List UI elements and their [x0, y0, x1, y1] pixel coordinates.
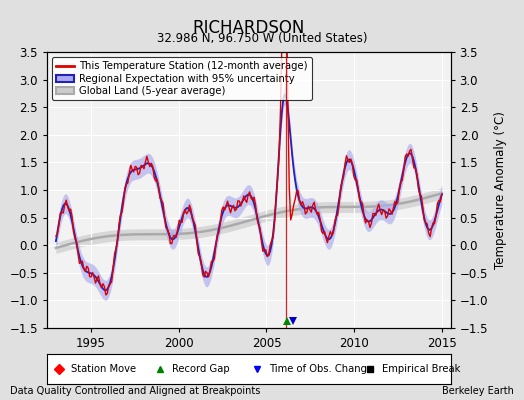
Legend: This Temperature Station (12-month average), Regional Expectation with 95% uncer: This Temperature Station (12-month avera…	[52, 57, 312, 100]
Text: Record Gap: Record Gap	[172, 364, 230, 374]
Text: Empirical Break: Empirical Break	[382, 364, 461, 374]
Text: Berkeley Earth: Berkeley Earth	[442, 386, 514, 396]
Text: Time of Obs. Change: Time of Obs. Change	[269, 364, 373, 374]
Text: 32.986 N, 96.750 W (United States): 32.986 N, 96.750 W (United States)	[157, 32, 367, 45]
Text: Data Quality Controlled and Aligned at Breakpoints: Data Quality Controlled and Aligned at B…	[10, 386, 261, 396]
Title: RICHARDSON: RICHARDSON	[193, 18, 305, 36]
Text: Station Move: Station Move	[71, 364, 136, 374]
Y-axis label: Temperature Anomaly (°C): Temperature Anomaly (°C)	[494, 111, 507, 269]
